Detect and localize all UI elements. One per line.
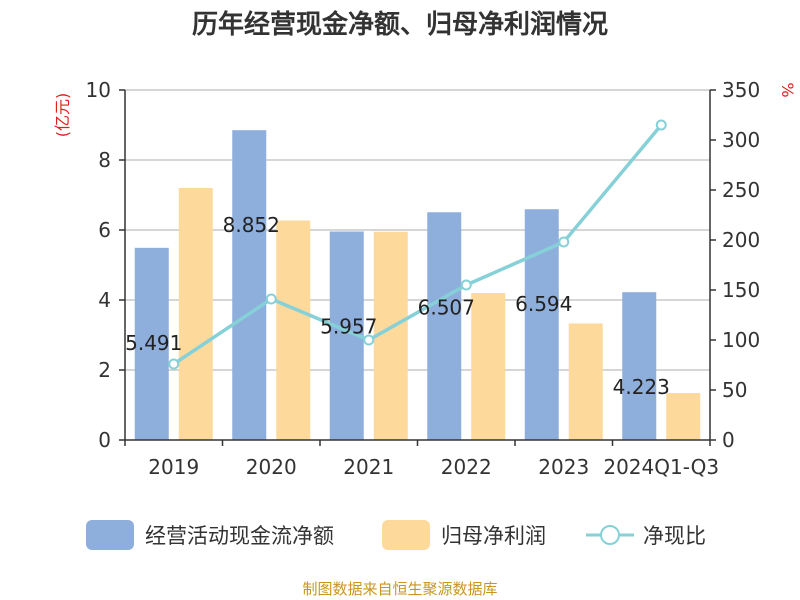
x-tick-label: 2023	[538, 455, 589, 479]
net-profit-bar	[666, 393, 701, 440]
legend-cashflow-swatch	[86, 520, 134, 550]
legend-cashflow-label: 经营活动现金流净额	[145, 524, 334, 548]
cashflow-value-label: 5.957	[320, 315, 377, 339]
right-tick-label: 250	[722, 178, 760, 202]
cashflow-value-label: 6.594	[515, 292, 572, 316]
right-tick-label: 200	[722, 228, 760, 252]
left-tick-label: 6	[98, 218, 111, 242]
ratio-point	[363, 334, 375, 346]
net-profit-bar	[178, 188, 213, 440]
legend-net-profit-label: 归母净利润	[441, 524, 546, 548]
right-tick-label: 50	[722, 378, 747, 402]
cashflow-bar	[232, 130, 267, 440]
ratio-point	[460, 279, 472, 291]
cashflow-value-label: 6.507	[418, 295, 475, 319]
x-tick-label: 2020	[246, 455, 297, 479]
ratio-line-path	[172, 123, 663, 366]
x-tick-label: 2019	[148, 455, 199, 479]
source-note: 制图数据来自恒生聚源数据库	[302, 580, 497, 598]
left-tick-label: 8	[98, 148, 111, 172]
ratio-point	[558, 236, 570, 248]
ratio-point	[265, 293, 277, 305]
right-axis-unit: %	[778, 82, 797, 97]
legend: 经营活动现金流净额 归母净利润 净现比	[86, 520, 706, 550]
left-tick-label: 10	[86, 78, 111, 102]
x-tick-label: 2022	[441, 455, 492, 479]
cashflow-bar	[622, 292, 657, 440]
cashflow-value-label: 8.852	[223, 213, 280, 237]
cashflow-bar	[134, 247, 169, 440]
chart-title: 历年经营现金净额、归母净利润情况	[192, 9, 608, 40]
data-labels: 5.491 8.852 5.957 6.507 6.594 4.223	[125, 213, 670, 399]
net-profit-bar	[568, 323, 603, 440]
ratio-point	[655, 119, 667, 131]
net-profit-bar	[471, 293, 506, 440]
grid	[125, 89, 710, 371]
ratio-line	[168, 119, 667, 370]
cashflow-value-label: 5.491	[125, 331, 182, 355]
left-tick-label: 2	[98, 358, 111, 382]
x-tick-label: 2024Q1-Q3	[603, 455, 719, 479]
legend-ratio-marker	[600, 525, 620, 545]
cashflow-bar	[427, 212, 462, 440]
legend-ratio-label: 净现比	[643, 524, 706, 548]
left-axis-unit: (亿元)	[53, 93, 72, 138]
x-tick-label: 2021	[343, 455, 394, 479]
legend-net-profit-swatch	[382, 520, 430, 550]
left-tick-label: 4	[98, 288, 111, 312]
cashflow-value-label: 4.223	[613, 375, 670, 399]
right-tick-label: 100	[722, 328, 760, 352]
cashflow-bar	[524, 209, 559, 440]
right-tick-label: 350	[722, 78, 760, 102]
right-tick-label: 300	[722, 128, 760, 152]
right-tick-label: 150	[722, 278, 760, 302]
left-tick-label: 0	[98, 428, 111, 452]
right-tick-label: 0	[722, 428, 735, 452]
ratio-point	[168, 358, 180, 370]
net-profit-bar	[276, 220, 311, 440]
